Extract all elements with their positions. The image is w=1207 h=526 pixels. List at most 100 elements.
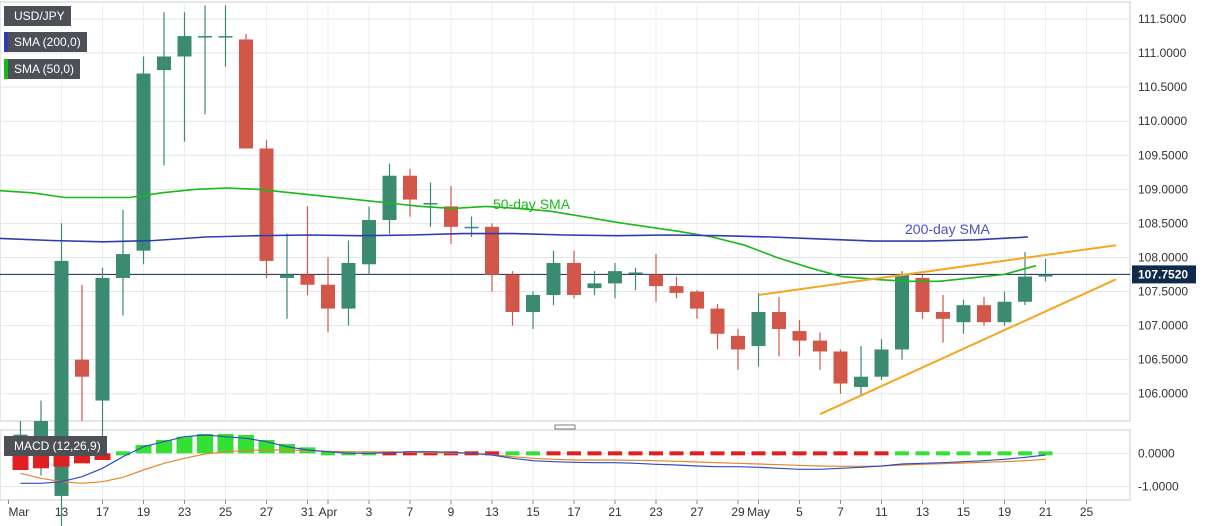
macd-histogram-bar — [156, 440, 172, 454]
candle-body — [362, 220, 376, 265]
macd-histogram-bar — [649, 451, 663, 456]
candle-body — [423, 202, 438, 205]
legend-sma50-label: SMA (50,0) — [14, 62, 75, 76]
candle-body — [546, 262, 561, 295]
x-tick-label: 5 — [796, 505, 803, 519]
legend-symbol: USD/JPY — [4, 6, 71, 26]
legend-macd-swatch — [4, 436, 8, 456]
candle-body — [177, 36, 192, 57]
macd-histogram-bar — [197, 434, 213, 454]
macd-histogram-bar — [176, 436, 193, 454]
macd-histogram-bar — [731, 451, 745, 456]
macd-histogram-bar — [854, 451, 868, 456]
candle-body — [792, 331, 807, 341]
candle-body — [649, 274, 663, 287]
y-tick-label: 107.0000 — [1138, 319, 1188, 333]
candle-body — [628, 272, 643, 274]
candle-body — [956, 305, 971, 323]
macd-histogram-bar — [94, 453, 111, 460]
macd-y-tick-label: 0.0000 — [1138, 446, 1175, 460]
candle-body — [874, 349, 889, 377]
candle-body — [895, 274, 909, 350]
y-tick-label: 106.0000 — [1138, 387, 1188, 401]
macd-histogram-bar — [485, 451, 499, 456]
candle-body — [997, 301, 1012, 323]
candle-body — [833, 351, 848, 384]
panel-resize-handle — [554, 424, 576, 430]
legend-sma200: SMA (200,0) — [4, 32, 87, 52]
candle-body — [977, 305, 991, 323]
x-tick-label: 29 — [731, 505, 745, 519]
current-price-badge — [1132, 265, 1196, 284]
macd-y-tick-label: -1.0000 — [1138, 480, 1179, 494]
macd-histogram-bar — [608, 451, 622, 456]
legend-sma200-label: SMA (200,0) — [14, 35, 81, 49]
sma50-line — [0, 187, 1037, 283]
x-tick-label: 9 — [448, 505, 455, 519]
candle-body — [669, 286, 684, 293]
y-tick-label: 108.5000 — [1138, 216, 1188, 230]
sma200-line — [0, 232, 1029, 243]
legend-macd: MACD (12,26,9) — [4, 436, 107, 456]
macd-histogram-bar — [977, 451, 991, 456]
macd-histogram-bar — [526, 451, 540, 456]
x-tick-label: 15 — [526, 505, 540, 519]
macd-histogram-bar — [1038, 451, 1053, 456]
macd-histogram-bar — [628, 451, 643, 456]
candle-body — [218, 36, 233, 38]
macd-histogram-bar — [53, 453, 70, 467]
candle-body — [198, 36, 212, 38]
x-tick-label: 21 — [1039, 505, 1053, 519]
y-tick-label: 109.0000 — [1138, 182, 1188, 196]
macd-histogram-bar — [238, 435, 254, 454]
macd-histogram-bar — [997, 451, 1012, 456]
macd-histogram-bar — [751, 451, 766, 456]
macd-histogram-bar — [936, 451, 950, 456]
x-tick-label: Apr — [319, 505, 338, 519]
x-tick-label: 27 — [260, 505, 274, 519]
macd-histogram-bar — [874, 451, 889, 456]
macd-histogram-bar — [505, 451, 520, 456]
x-tick-label: 13 — [916, 505, 930, 519]
macd-histogram-bar — [895, 451, 909, 456]
x-tick-label: 31 — [301, 505, 315, 519]
candle-body — [95, 277, 110, 401]
x-tick-label: May — [747, 505, 770, 519]
x-tick-label: 7 — [837, 505, 844, 519]
candle-body — [300, 274, 315, 285]
candle-body — [382, 175, 397, 221]
macd-histogram-bar — [915, 451, 930, 456]
macd-histogram-bar — [135, 445, 152, 454]
legend-sma200-swatch — [4, 32, 8, 52]
legend-macd-label: MACD (12,26,9) — [14, 439, 101, 453]
macd-line — [20, 434, 1046, 484]
macd-histogram-bar — [74, 453, 90, 464]
macd-histogram-bar — [1018, 451, 1032, 456]
macd-histogram-bar — [567, 451, 581, 456]
main-panel-frame — [0, 1, 1131, 422]
sma200-annotation: 200-day SMA — [905, 221, 990, 237]
x-tick-label: 11 — [875, 505, 888, 519]
macd-histogram-bar — [321, 451, 335, 456]
macd-histogram-bar — [833, 451, 848, 456]
candle-body — [731, 335, 745, 350]
candle-body — [567, 262, 581, 295]
trendline — [758, 244, 1117, 296]
x-tick-label: 25 — [219, 505, 233, 519]
y-tick-label: 106.5000 — [1138, 353, 1188, 367]
macd-histogram-bar — [587, 451, 602, 456]
candle-body — [136, 73, 151, 251]
candle-body — [1038, 274, 1053, 277]
x-tick-label: 21 — [608, 505, 622, 519]
candle-body — [280, 274, 294, 278]
candle-body — [772, 311, 786, 330]
candle-body — [464, 226, 479, 229]
trendline — [819, 278, 1117, 416]
macd-histogram-bar — [33, 453, 49, 469]
x-tick-label: 27 — [690, 505, 704, 519]
macd-histogram-bar — [217, 434, 234, 454]
y-tick-label: 107.5000 — [1138, 285, 1188, 299]
x-tick-label: 19 — [137, 505, 151, 519]
candle-body — [239, 39, 253, 149]
x-tick-label: 15 — [957, 505, 971, 519]
